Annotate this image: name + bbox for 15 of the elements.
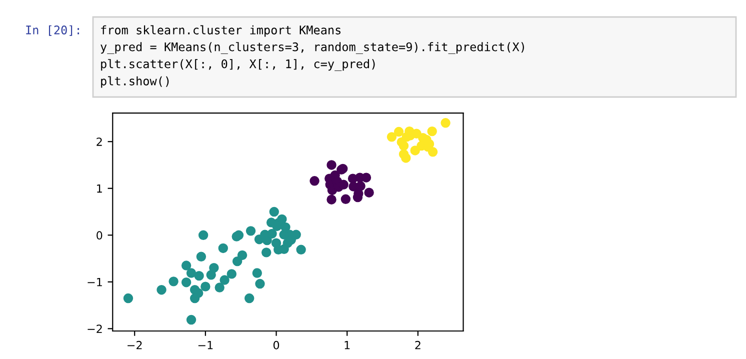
text: from sklearn.cluster import KMeans: [101, 25, 340, 37]
x-tick-label: 2: [415, 340, 420, 350]
x-tick-label: −1: [198, 341, 213, 350]
x-tick-label: 0: [273, 340, 280, 350]
x-tick-label: 1: [344, 341, 350, 350]
y-tick-label: 0: [96, 231, 102, 240]
text: In [20]:: [26, 25, 80, 36]
text: y_pred = KMeans(n_clusters=3, random_state=9).fit_predict(X): [100, 42, 524, 54]
y-tick-label: 1: [97, 184, 102, 193]
y-tick-label: −2: [88, 324, 102, 333]
text: plt.show(): [101, 76, 169, 88]
x-tick-label: −2: [128, 340, 142, 350]
text: plt.scatter(X[:, 0], X[:, 1], c=y_pred): [101, 59, 375, 71]
y-tick-label: −1: [88, 278, 102, 286]
y-tick-label: 2: [96, 138, 102, 146]
